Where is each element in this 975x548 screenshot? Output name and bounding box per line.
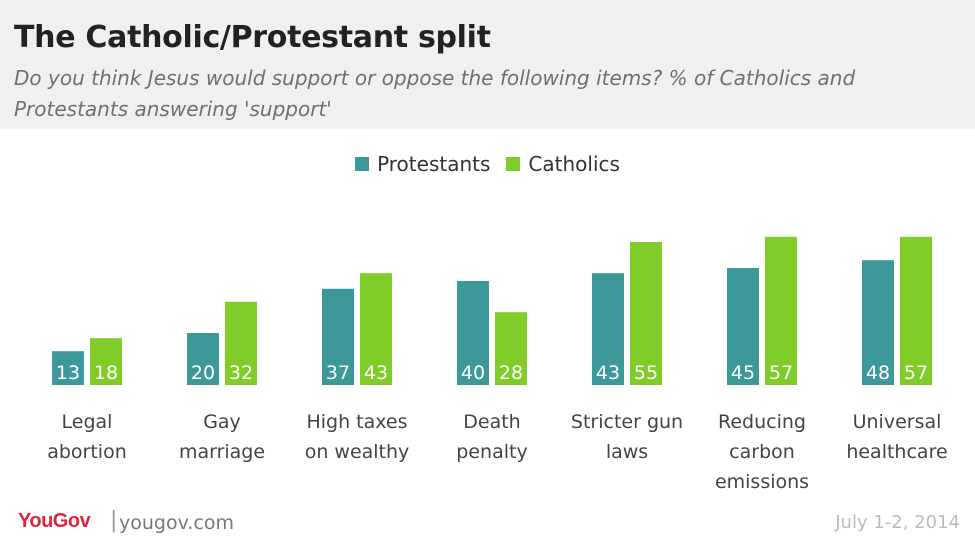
header-band: The Catholic/Protestant split Do you thi…	[0, 0, 975, 129]
data-label-catholics-3: 28	[499, 362, 523, 384]
data-label-protestants-5: 45	[731, 362, 755, 384]
category-label-1: Gay marriage	[179, 411, 265, 463]
legend-item-protestants: Protestants	[355, 152, 490, 176]
bar-catholics-0	[90, 338, 122, 385]
category-label-0: Legal abortion	[47, 411, 127, 463]
category-label-5: Reducing carbon emissions	[715, 411, 809, 493]
category-label-6: Universal healthcare	[846, 411, 947, 463]
bar-catholics-1	[225, 301, 257, 385]
data-label-protestants-3: 40	[461, 362, 485, 384]
data-label-catholics-6: 57	[904, 362, 928, 384]
bar-chart: 13 18 Legal abortion 20 32 Gay marriage 37 43 High…	[47, 236, 948, 493]
bar-protestants-5	[727, 268, 759, 385]
chart-subtitle: Do you think Jesus would support or oppo…	[14, 66, 856, 121]
data-label-protestants-6: 48	[866, 362, 890, 384]
data-label-protestants-4: 43	[596, 362, 620, 384]
bar-protestants-3	[457, 281, 489, 385]
bar-catholics-5	[765, 236, 797, 385]
category-label-4: Stricter gun laws	[571, 411, 683, 463]
chart-title: The Catholic/Protestant split	[14, 20, 491, 55]
legend-label-catholics: Catholics	[528, 152, 620, 176]
data-label-catholics-0: 18	[94, 362, 118, 384]
bar-protestants-4	[592, 273, 624, 385]
bar-catholics-6	[900, 236, 932, 385]
category-label-3: Death penalty	[456, 411, 527, 463]
legend: Protestants Catholics	[0, 151, 975, 177]
bar-protestants-0	[52, 351, 84, 385]
data-label-protestants-2: 37	[326, 362, 350, 384]
legend-swatch-catholics	[506, 157, 521, 171]
legend-item-catholics: Catholics	[506, 152, 620, 176]
legend-swatch-protestants	[355, 157, 370, 171]
bar-protestants-1	[187, 333, 219, 385]
footer-url: yougov.com	[119, 512, 234, 534]
bar-protestants-6	[862, 260, 894, 385]
bar-catholics-3	[495, 312, 527, 385]
yougov-logo: YouGov	[18, 510, 91, 532]
data-label-catholics-5: 57	[769, 362, 793, 384]
data-label-catholics-1: 32	[229, 362, 253, 384]
bar-catholics-2	[360, 273, 392, 385]
bar-protestants-2	[322, 288, 354, 385]
data-label-protestants-0: 13	[56, 362, 80, 384]
data-label-catholics-4: 55	[634, 362, 658, 384]
footer-date: July 1-2, 2014	[835, 512, 960, 533]
category-label-2: High taxes on wealthy	[305, 411, 410, 463]
legend-label-protestants: Protestants	[377, 152, 491, 176]
data-label-catholics-2: 43	[364, 362, 388, 384]
data-label-protestants-1: 20	[191, 362, 215, 384]
bar-catholics-4	[630, 242, 662, 385]
footer-separator: |	[110, 508, 118, 533]
